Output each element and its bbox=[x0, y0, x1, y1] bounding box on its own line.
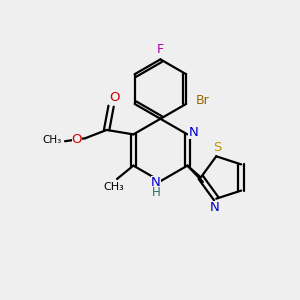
Text: N: N bbox=[151, 176, 161, 189]
Text: N: N bbox=[210, 200, 220, 214]
Text: O: O bbox=[72, 133, 82, 146]
Text: O: O bbox=[109, 91, 119, 104]
Text: F: F bbox=[157, 43, 164, 56]
Text: CH₃: CH₃ bbox=[42, 135, 61, 145]
Text: S: S bbox=[214, 142, 222, 154]
Text: N: N bbox=[188, 126, 198, 140]
Text: H: H bbox=[152, 186, 160, 199]
Text: Br: Br bbox=[196, 94, 209, 107]
Text: CH₃: CH₃ bbox=[103, 182, 124, 192]
